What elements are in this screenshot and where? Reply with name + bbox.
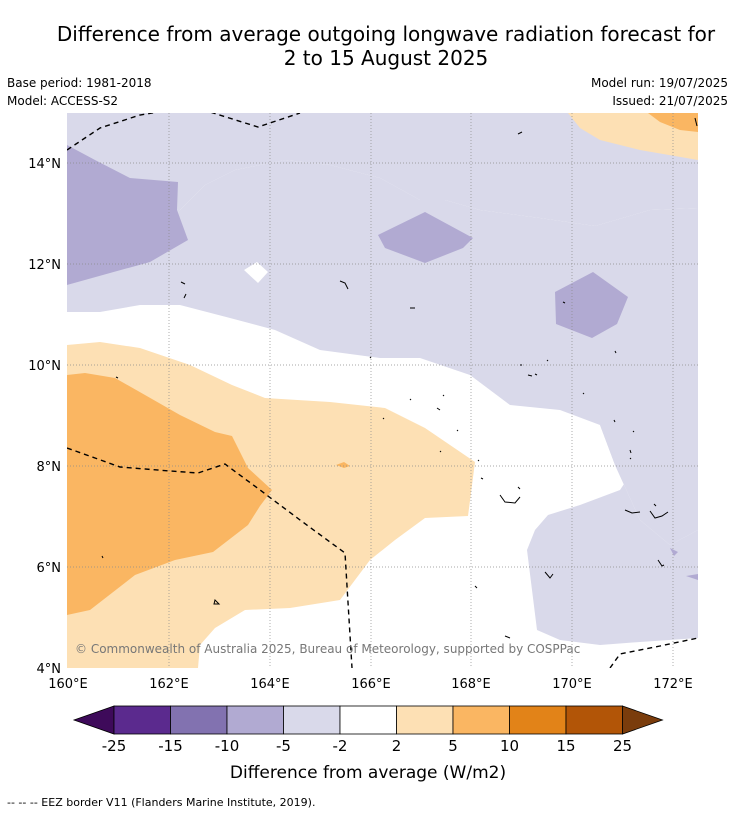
colorbar-extend-max (622, 705, 664, 735)
colorbar-bin (170, 705, 228, 735)
colorbar-tick-label: -15 (158, 737, 183, 755)
contour-pos-medium-southwest (67, 373, 272, 615)
eez-border-north (67, 113, 301, 151)
colorbar-tick-label: 2 (392, 737, 402, 755)
island (499, 486, 521, 504)
colorbar-bin (396, 705, 454, 735)
island (409, 394, 445, 411)
map-figure: © Commonwealth of Australia 2025, Bureau… (28, 113, 698, 783)
lat-tick-label: 8°N (37, 460, 62, 475)
lon-tick-label: 166°E (351, 677, 391, 692)
copyright-text: © Commonwealth of Australia 2025, Bureau… (75, 642, 580, 656)
colorbar-tick-label: 15 (556, 737, 575, 755)
eez-border-southeast (609, 637, 698, 668)
eez-footnote: -- -- -- EEZ border V11 (Flanders Marine… (7, 796, 316, 809)
island (544, 571, 554, 579)
island (629, 449, 632, 460)
island (624, 509, 669, 519)
lat-tick-label: 6°N (37, 561, 62, 576)
colorbar-tick-label: 10 (500, 737, 519, 755)
colorbar-extend-min (72, 705, 115, 735)
contour-pos-medium-blob (336, 462, 350, 468)
lon-tick-label: 160°E (48, 677, 88, 692)
contour-pos-light-northeast (568, 113, 698, 160)
gridlines (67, 113, 698, 668)
colorbar-bin (565, 705, 623, 735)
colorbar-tick-label: 5 (448, 737, 458, 755)
colorbar-bin (226, 705, 284, 735)
island (339, 280, 349, 290)
colorbar-bin (113, 705, 171, 735)
lat-tick-label: 14°N (28, 157, 61, 172)
colorbar-tick-label: -2 (333, 737, 348, 755)
island (180, 281, 187, 299)
colorbar-tick-label: 25 (613, 737, 632, 755)
colorbar-label: Difference from average (W/m2) (230, 763, 506, 783)
meta-right: Model run: 19/07/2025 Issued: 21/07/2025 (591, 74, 728, 110)
contour-neg-light-south (527, 425, 698, 645)
contour-zero-hole (244, 262, 268, 283)
eez-border-southwest (67, 447, 353, 668)
island (614, 350, 617, 354)
contour-neg-medium-west (67, 145, 188, 285)
island (382, 417, 459, 453)
island (477, 459, 484, 480)
island (369, 356, 372, 359)
colorbar-bin (509, 705, 567, 735)
colorbar-tick-label: -5 (276, 737, 291, 755)
colorbar-bin (283, 705, 341, 735)
island (474, 585, 511, 639)
island (520, 359, 549, 377)
island (582, 392, 635, 433)
model-run: Model run: 19/07/2025 (590, 76, 728, 90)
colorbar: -25 -15 -10 -5 -2 2 5 10 15 25 (72, 705, 664, 755)
meta-left: Base period: 1981-2018 Model: ACCESS-S2 (7, 74, 152, 110)
island (653, 503, 665, 567)
lon-tick-label: 162°E (149, 677, 189, 692)
island (562, 301, 566, 304)
contour-neg-light-band (67, 160, 698, 545)
base-period: Base period: 1981-2018 (7, 76, 152, 90)
colorbar-tick-label: -10 (215, 737, 240, 755)
lon-tick-label: 172°E (653, 677, 693, 692)
contour-neg-light-north (67, 113, 698, 285)
map-area (67, 113, 698, 668)
eez-borders (67, 113, 698, 668)
lat-tick-label: 4°N (37, 662, 62, 677)
contour-neg-medium-center (378, 212, 473, 263)
chart-title: Difference from average outgoing longwav… (0, 22, 736, 70)
lat-tick-label: 12°N (28, 258, 61, 273)
island (694, 117, 698, 127)
colorbar-tick-label: -25 (102, 737, 127, 755)
island (101, 376, 221, 605)
contour-neg-medium-speck (670, 548, 678, 556)
lon-tick-label: 170°E (552, 677, 592, 692)
contour-neg-medium-edge (686, 574, 698, 580)
colorbar-bin (452, 705, 510, 735)
model-name: Model: ACCESS-S2 (7, 94, 119, 108)
lon-tick-labels: 160°E 162°E 164°E 166°E 168°E 170°E 172°… (48, 677, 693, 692)
title-line-1: Difference from average outgoing longwav… (56, 22, 716, 46)
contour-neg-medium-east (555, 272, 628, 338)
lon-tick-label: 168°E (451, 677, 491, 692)
islands (101, 117, 698, 639)
colorbar-bin (339, 705, 397, 735)
title-line-2: 2 to 15 August 2025 (283, 46, 489, 70)
island (517, 131, 523, 135)
lon-tick-label: 164°E (250, 677, 290, 692)
issued-date: Issued: 21/07/2025 (612, 94, 728, 108)
lat-tick-labels: 4°N 6°N 8°N 10°N 12°N 14°N (28, 157, 61, 677)
lat-tick-label: 10°N (28, 359, 61, 374)
